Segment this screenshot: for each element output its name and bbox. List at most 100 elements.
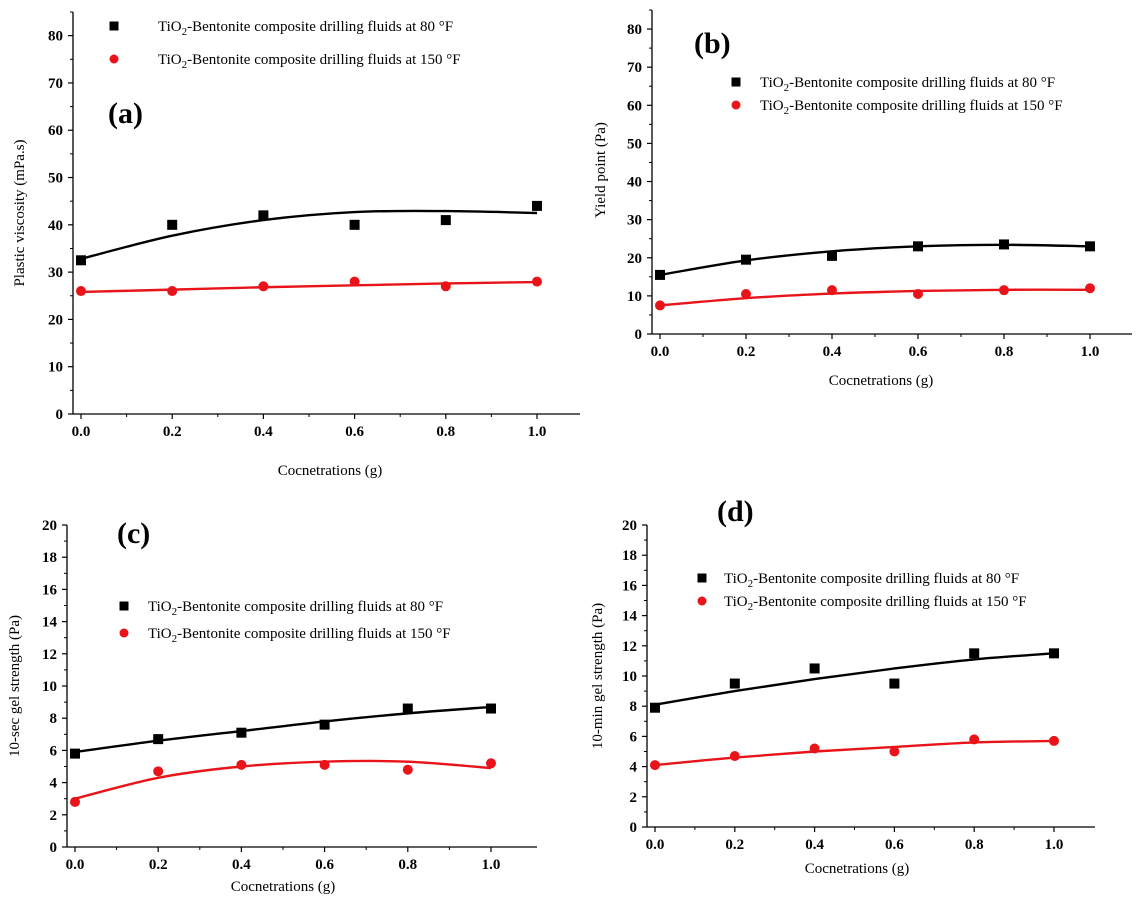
legend-circle-marker: [119, 628, 129, 638]
y-tick-label: 12: [42, 647, 57, 663]
x-tick-label: 0.2: [737, 344, 756, 360]
series-150F-point: [236, 759, 247, 770]
y-tick-label: 10: [622, 669, 637, 685]
legend-square-marker: [697, 573, 707, 583]
x-tick-label: 0.8: [965, 837, 984, 853]
series-150F-point: [729, 751, 740, 762]
series-150F-point: [440, 281, 451, 292]
y-tick-label: 60: [48, 123, 63, 139]
x-tick-label: 0.0: [651, 344, 670, 360]
x-tick-label: 1.0: [1081, 344, 1100, 360]
y-tick-label: 8: [630, 699, 638, 715]
series-80F-point: [827, 250, 837, 261]
y-tick-label: 14: [42, 615, 58, 631]
x-tick-label: 0.8: [436, 424, 455, 440]
series-150F-point: [402, 764, 413, 775]
series-80F-point: [440, 215, 451, 226]
series-80F-point: [486, 703, 496, 714]
series-150F-fit-line: [74, 759, 492, 800]
x-tick-label: 0.6: [315, 857, 334, 873]
y-axis-label: 10-min gel strength (Pa): [590, 603, 606, 749]
series-80F-point: [153, 734, 164, 745]
x-tick-label: 0.2: [163, 424, 182, 440]
series-150F-point: [655, 300, 665, 311]
legend-circle-marker: [109, 54, 119, 64]
legend-entry-150F: TiO2-Bentonite composite drilling fluids…: [148, 626, 451, 645]
panel-label: (a): [108, 97, 143, 130]
series-150F-point: [1085, 283, 1095, 294]
y-tick-label: 2: [50, 808, 58, 824]
legend-circle-marker: [697, 596, 707, 606]
legend-entry-150F: TiO2-Bentonite composite drilling fluids…: [724, 594, 1027, 613]
series-150F-point: [258, 281, 269, 292]
x-tick-label: 0.0: [66, 857, 85, 873]
legend-entry-80F: TiO2-Bentonite composite drilling fluids…: [724, 571, 1019, 590]
series-80F-point: [889, 678, 900, 689]
legend-entry-150F: TiO2-Bentonite composite drilling fluids…: [158, 52, 461, 71]
x-tick-label: 0.4: [823, 344, 842, 360]
x-axis-label: Cocnetrations (g): [278, 463, 383, 479]
panel-label: (b): [694, 27, 731, 60]
y-tick-label: 0: [630, 820, 638, 836]
y-tick-label: 50: [48, 171, 63, 187]
panel-label: (c): [117, 517, 150, 550]
series-150F-point: [999, 285, 1009, 296]
series-80F-fit-line: [80, 209, 538, 261]
x-tick-label: 1.0: [1045, 837, 1064, 853]
chart-panel-d: 0.0 0.2 0.4 0.6 0.8 1.0 0 2 4 6 8 10 12 14 16 18 20 Cocne…: [590, 495, 1095, 877]
series-80F-point: [402, 703, 413, 714]
series-80F-point: [913, 241, 923, 252]
x-tick-label: 0.4: [805, 837, 824, 853]
y-axis-label: Yield point (Pa): [593, 122, 609, 218]
x-tick-label: 0.6: [909, 344, 928, 360]
series-80F-point: [809, 663, 820, 674]
x-tick-label: 0.0: [646, 837, 665, 853]
y-tick-label: 30: [627, 213, 642, 229]
y-tick-label: 4: [50, 776, 58, 792]
series-150F-point: [1049, 735, 1059, 746]
legend-entry-80F: TiO2-Bentonite composite drilling fluids…: [760, 75, 1055, 94]
x-tick-label: 0.0: [72, 424, 91, 440]
series-150F-point: [741, 288, 751, 299]
y-tick-label: 0: [56, 407, 64, 423]
series-80F-point: [70, 748, 80, 759]
series-80F-point: [236, 727, 247, 738]
y-tick-label: 70: [627, 60, 642, 76]
x-axis-label: Cocnetrations (g): [805, 861, 910, 877]
y-tick-label: 8: [50, 711, 58, 727]
series-150F-point: [650, 760, 660, 771]
series-80F-point: [969, 648, 980, 659]
y-axis-label: Plastic viscosity (mPa.s): [12, 139, 28, 286]
series-150F-point: [532, 276, 542, 287]
series-80F-fit-line: [654, 652, 1055, 706]
x-axis-label: Cocnetrations (g): [231, 879, 336, 895]
y-tick-label: 80: [48, 29, 63, 45]
y-tick-label: 0: [635, 327, 643, 343]
legend-square-marker: [731, 77, 741, 87]
y-tick-label: 10: [48, 360, 63, 376]
legend-entry-150F: TiO2-Bentonite composite drilling fluids…: [760, 98, 1063, 117]
series-150F-point: [913, 288, 923, 299]
legend-entry-80F: TiO2-Bentonite composite drilling fluids…: [158, 19, 453, 38]
series-150F-point: [153, 766, 164, 777]
series-80F-point: [319, 719, 330, 730]
series-150F-point: [70, 796, 80, 807]
y-tick-label: 50: [627, 136, 642, 152]
series-80F-fit-line: [74, 705, 492, 754]
y-tick-label: 20: [42, 518, 57, 534]
series-150F-point: [486, 758, 496, 769]
x-axis-label: Cocnetrations (g): [829, 373, 934, 389]
x-tick-label: 0.6: [885, 837, 904, 853]
series-80F-point: [258, 210, 269, 221]
panel-label: (d): [717, 495, 754, 528]
x-tick-label: 1.0: [528, 424, 547, 440]
series-80F-point: [349, 219, 360, 230]
legend-square-marker: [119, 601, 129, 611]
y-tick-label: 6: [50, 743, 58, 759]
series-80F-point: [167, 219, 178, 230]
series-150F-fit-line: [654, 739, 1055, 767]
y-tick-label: 16: [622, 578, 638, 594]
chart-panel-c: 0.0 0.2 0.4 0.6 0.8 1.0 0 2 4 6 8 10 12 14 16 18 20 Cocne…: [7, 517, 537, 895]
series-150F-point: [76, 286, 86, 297]
